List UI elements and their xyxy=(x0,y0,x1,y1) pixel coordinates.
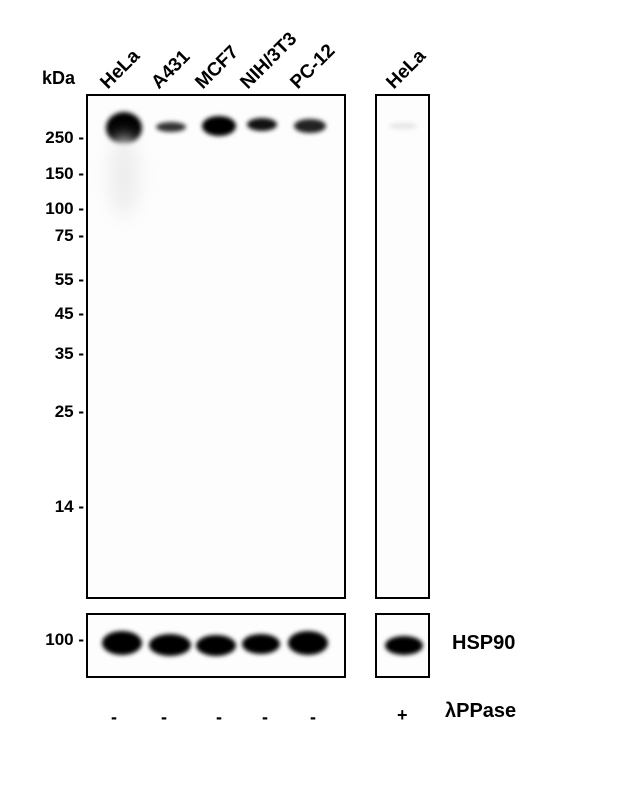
hsp90-band-1 xyxy=(102,631,142,655)
hsp90-band-3 xyxy=(196,635,236,656)
lane-label-hela-treated: HeLa xyxy=(382,45,431,94)
main-blot-panel xyxy=(86,94,346,599)
loading-control-panel xyxy=(86,613,346,678)
marker-100: 100 - xyxy=(45,199,84,218)
band-a431 xyxy=(156,122,186,132)
treatment-sign: - xyxy=(310,707,316,727)
treatment-sign: - xyxy=(216,707,222,727)
lane-label-hela: HeLa xyxy=(96,45,145,94)
marker-55: 55 - xyxy=(54,270,84,289)
treatment-label: λPPase xyxy=(445,700,517,722)
hsp90-band-treated xyxy=(385,636,423,655)
band-nih3t3 xyxy=(247,118,277,131)
treatment-sign: - xyxy=(161,707,167,727)
lane-label-mcf7: MCF7 xyxy=(191,41,243,94)
hsp90-band-5 xyxy=(288,631,328,655)
marker-45: 45 - xyxy=(54,304,84,323)
marker-35: 35 - xyxy=(54,344,84,363)
lane-label-a431: A431 xyxy=(147,46,195,94)
marker-250: 250 - xyxy=(45,128,84,147)
treated-blot-panel xyxy=(375,94,430,599)
marker-150: 150 - xyxy=(45,164,84,183)
treatment-sign: - xyxy=(111,707,117,727)
marker-75: 75 - xyxy=(54,226,84,245)
hsp90-band-4 xyxy=(242,634,280,654)
loading-control-treated-panel xyxy=(375,613,430,678)
marker-14: 14 - xyxy=(54,497,84,516)
band-mcf7 xyxy=(202,116,236,136)
band-hela-treated xyxy=(389,123,417,129)
treatment-sign: + xyxy=(397,705,408,725)
hsp90-band-2 xyxy=(149,634,191,656)
band-pc12 xyxy=(294,119,326,133)
smear-hela xyxy=(108,136,140,216)
treatment-sign: - xyxy=(262,707,268,727)
marker-25: 25 - xyxy=(54,402,84,421)
loading-marker-100: 100 - xyxy=(45,630,84,649)
loading-control-label: HSP90 xyxy=(452,632,516,654)
kda-label: kDa xyxy=(42,68,76,88)
